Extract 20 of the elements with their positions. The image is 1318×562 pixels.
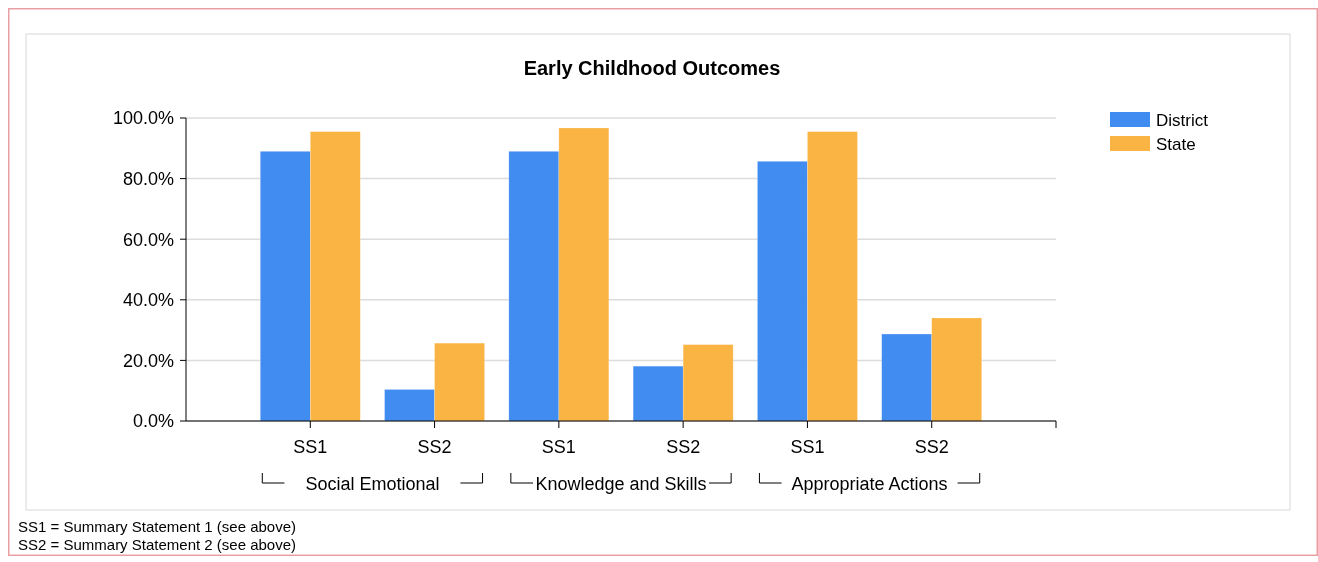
chart-title: Early Childhood Outcomes — [523, 57, 781, 79]
text: Knowledge and Skills — [535, 474, 707, 494]
text: SS2 = Summary Statement 2 (see above) — [18, 536, 297, 553]
y-tick-label: 80.0% — [122, 168, 174, 189]
legend-label: State — [1156, 134, 1196, 154]
y-tick-label: 0.0% — [132, 411, 174, 432]
x-tick-label: SS1 — [293, 437, 328, 457]
y-tick-label: 60.0% — [122, 229, 174, 250]
y-tick-label: 40.0% — [122, 290, 174, 311]
text: Social Emotional — [305, 474, 440, 494]
x-tick-label: SS1 — [541, 437, 576, 457]
y-tick-label: 20.0% — [122, 350, 174, 371]
legend-label: District — [1156, 110, 1209, 130]
x-tick-label: SS2 — [914, 437, 949, 457]
text: Appropriate Actions — [791, 474, 948, 494]
x-tick-label: SS2 — [666, 437, 701, 457]
text: SS1 = Summary Statement 1 (see above) — [18, 518, 297, 535]
x-tick-label: SS2 — [417, 437, 452, 457]
x-tick-label: SS1 — [790, 437, 825, 457]
y-tick-label: 100.0% — [112, 108, 174, 129]
